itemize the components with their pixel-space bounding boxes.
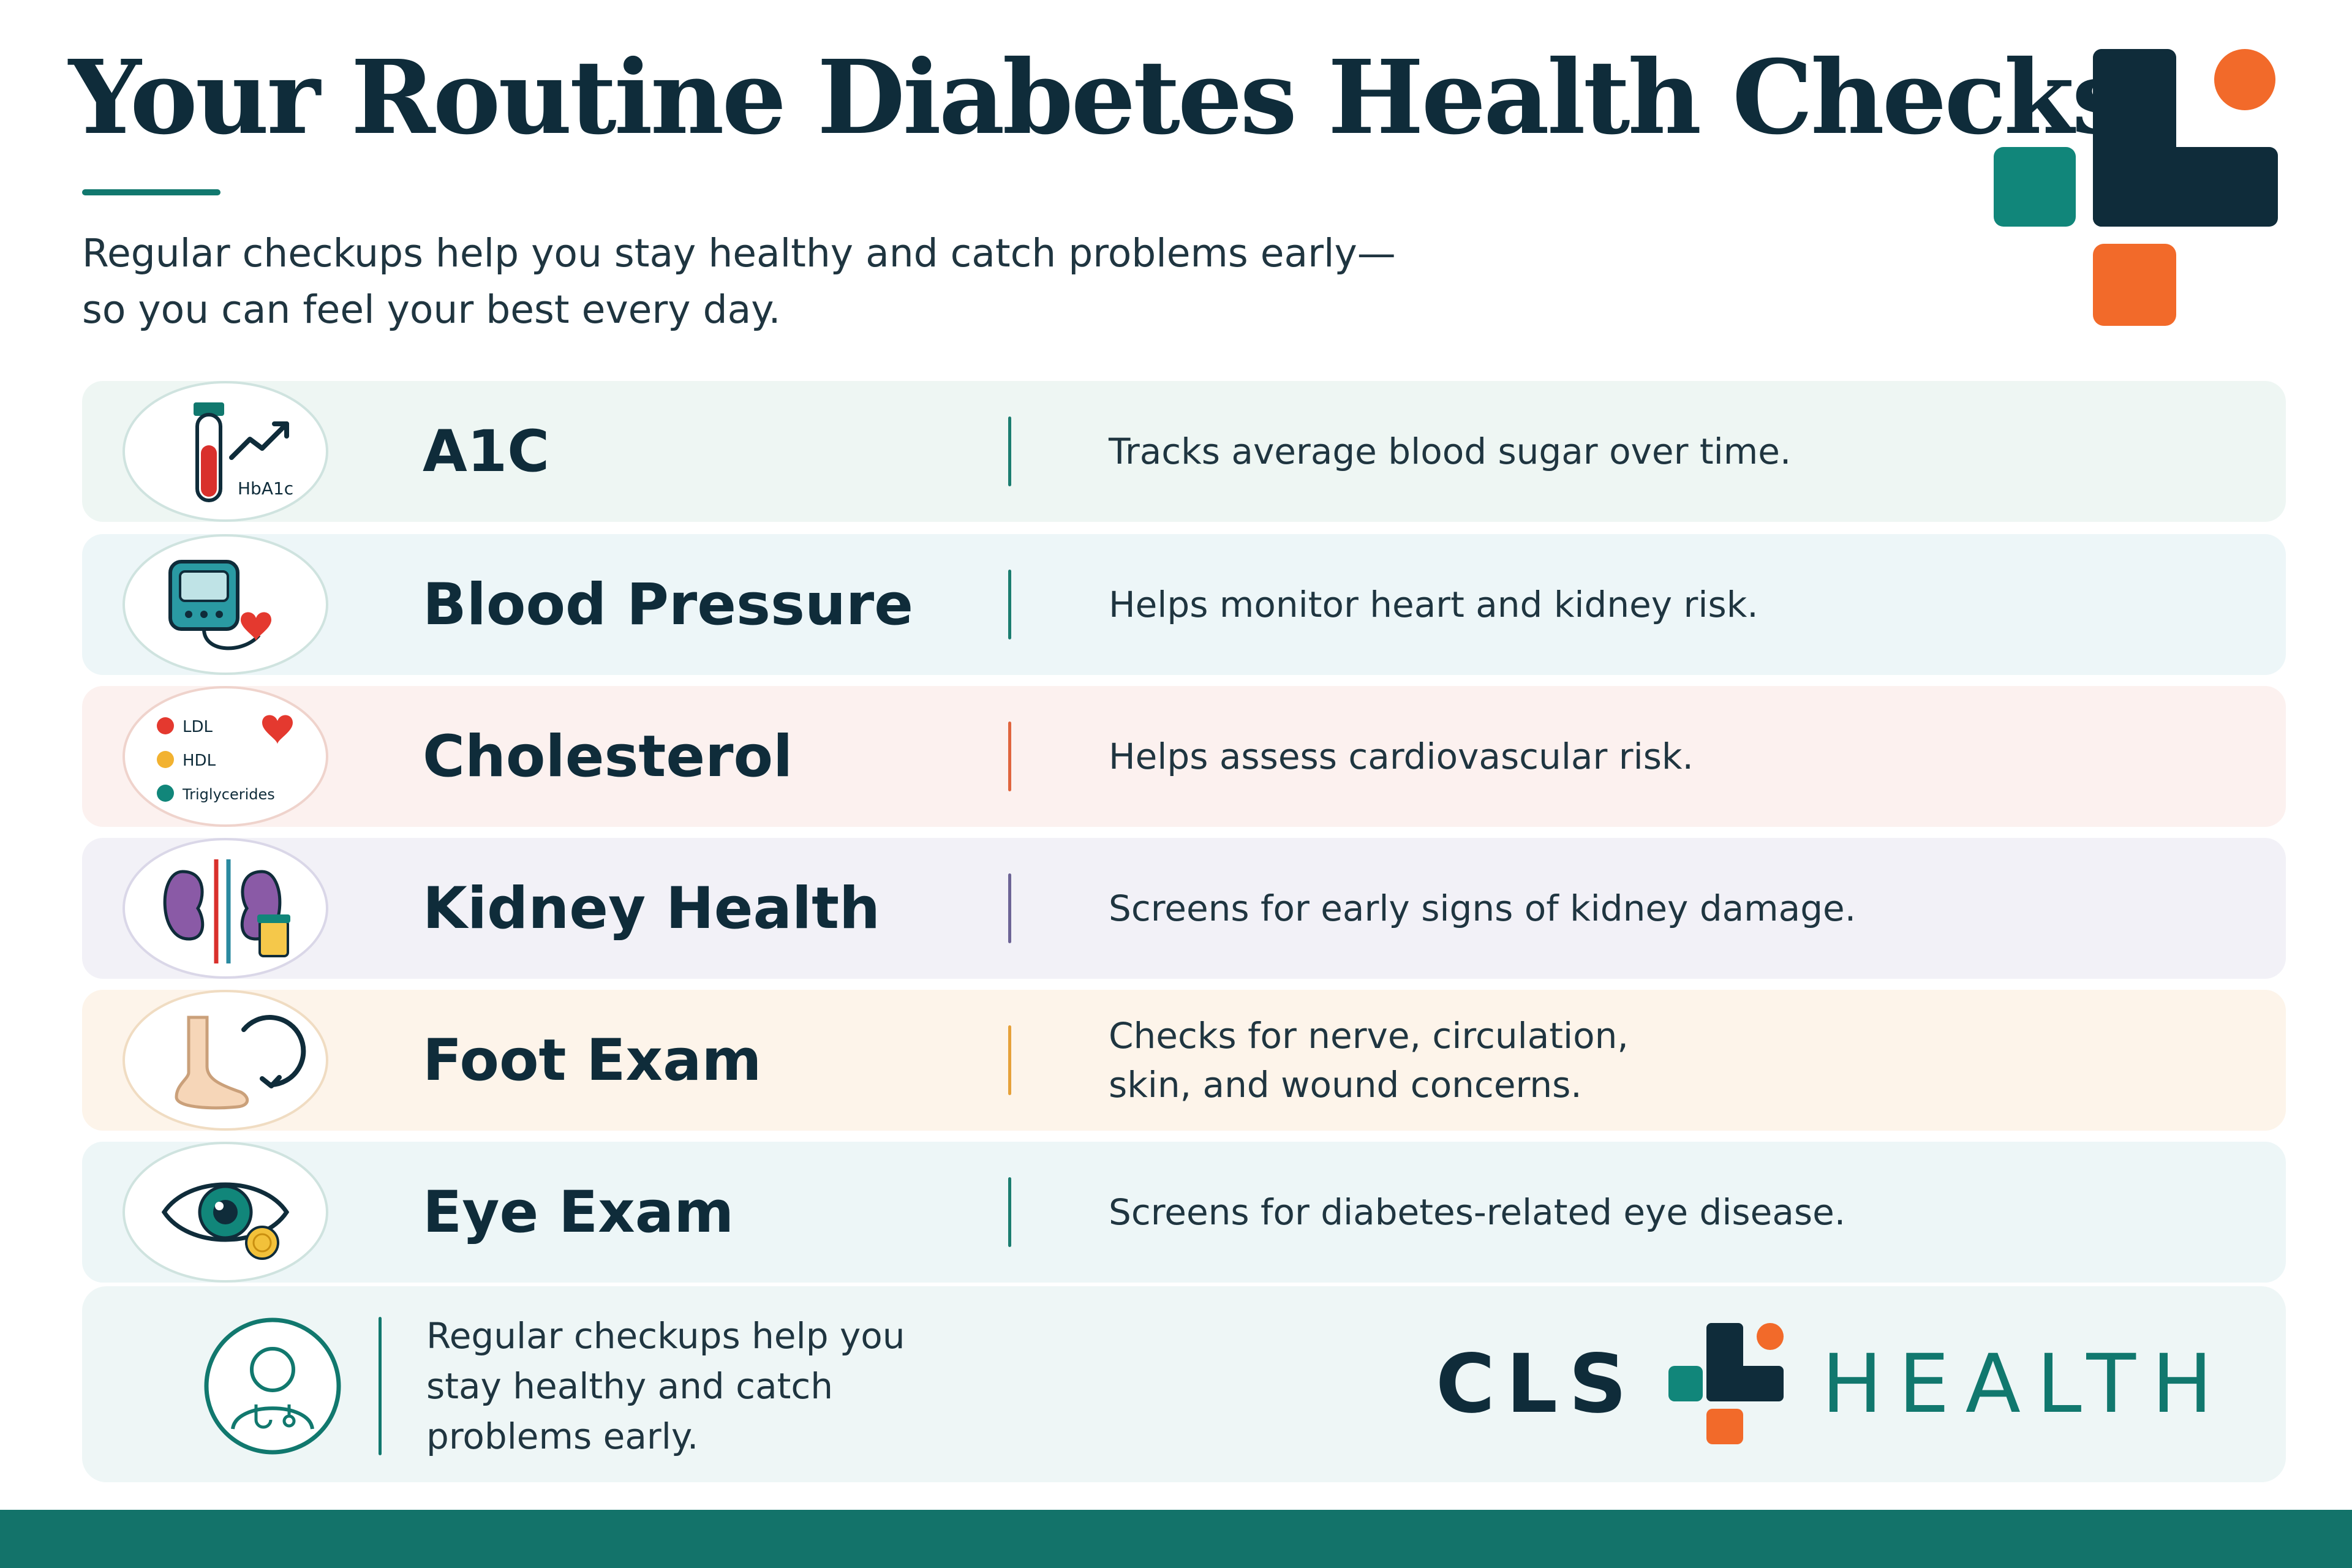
blood-pressure-monitor-icon [123, 534, 328, 675]
check-label: A1C [423, 418, 550, 485]
cls-cross-small-icon [1668, 1323, 1784, 1444]
check-row-eye-exam: Eye Exam Screens for diabetes-related ey… [82, 1142, 2286, 1283]
test-tube-chart-icon: HbA1c [123, 381, 328, 522]
row-divider [1008, 1025, 1011, 1095]
check-row-a1c: HbA1c A1C Tracks average blood sugar ove… [82, 381, 2286, 522]
legend-triglycerides: Triglycerides [182, 786, 275, 803]
check-description: Tracks average blood sugar over time. [1109, 431, 1792, 472]
brand-health-text: HEALTH [1822, 1337, 2229, 1431]
cls-cross-logo-icon [1994, 49, 2278, 326]
footer-message: Regular checkups help you stay healthy a… [426, 1311, 978, 1461]
row-divider [1008, 1177, 1011, 1247]
footer-card: Regular checkups help you stay healthy a… [82, 1286, 2286, 1482]
footer-line-3: problems early. [426, 1415, 699, 1457]
legend-ldl: LDL [183, 718, 213, 736]
check-label: Cholesterol [423, 723, 793, 790]
footer-line-2: stay healthy and catch [426, 1365, 833, 1407]
subtitle-line-2: so you can feel your best every day. [82, 287, 781, 332]
check-description: Helps monitor heart and kidney risk. [1109, 584, 1758, 625]
check-description: Screens for diabetes-related eye disease… [1109, 1191, 1846, 1233]
title-underline [82, 189, 221, 195]
check-row-kidney-health: Kidney Health Screens for early signs of… [82, 838, 2286, 979]
check-label: Blood Pressure [423, 571, 913, 638]
page-title: Your Routine Diabetes Health Checks [69, 38, 2129, 157]
legend-hdl: HDL [183, 752, 216, 770]
doctor-icon [204, 1317, 341, 1455]
description-line-1: Checks for nerve, circulation, [1109, 1015, 1629, 1057]
description-line-2: skin, and wound concerns. [1109, 1064, 1582, 1106]
check-description: Screens for early signs of kidney damage… [1109, 888, 1856, 929]
footer-line-1: Regular checkups help you [426, 1315, 905, 1357]
check-row-blood-pressure: Blood Pressure Helps monitor heart and k… [82, 534, 2286, 675]
row-divider [1008, 722, 1011, 791]
brand-cls-text: CLS [1436, 1337, 1638, 1431]
check-label: Foot Exam [423, 1027, 762, 1094]
check-description: Helps assess cardiovascular risk. [1109, 736, 1694, 777]
row-divider [1008, 570, 1011, 639]
bottom-band [0, 1510, 2352, 1568]
check-row-cholesterol: LDL HDL Triglycerides Cholesterol Helps … [82, 686, 2286, 827]
kidneys-icon [123, 838, 328, 979]
row-divider [1008, 417, 1011, 486]
subtitle-line-1: Regular checkups help you stay healthy a… [82, 231, 1396, 276]
row-divider [1008, 873, 1011, 943]
footer-divider [379, 1317, 382, 1455]
check-description: Checks for nerve, circulation, skin, and… [1109, 990, 2211, 1131]
icon-text-hba1c: HbA1c [238, 478, 293, 499]
check-label: Eye Exam [423, 1178, 734, 1246]
page-subtitle: Regular checkups help you stay healthy a… [82, 225, 1491, 338]
cls-health-brand: CLS HEALTH [1436, 1323, 2228, 1446]
foot-icon [123, 990, 328, 1131]
cholesterol-panel-icon: LDL HDL Triglycerides [123, 686, 328, 827]
eye-icon [123, 1142, 328, 1283]
check-row-foot-exam: Foot Exam Checks for nerve, circulation,… [82, 990, 2286, 1131]
check-label: Kidney Health [423, 875, 880, 942]
